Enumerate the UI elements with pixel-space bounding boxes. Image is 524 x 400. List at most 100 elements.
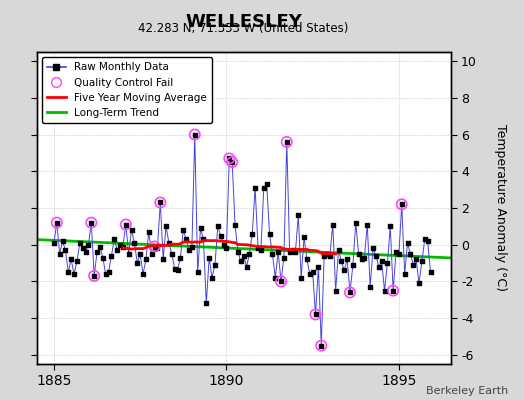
Point bbox=[162, 223, 170, 230]
Point bbox=[179, 227, 188, 233]
Point bbox=[130, 240, 139, 246]
Point bbox=[406, 251, 414, 257]
Point bbox=[225, 155, 234, 162]
Point bbox=[329, 221, 337, 228]
Point bbox=[326, 252, 334, 259]
Point bbox=[309, 269, 317, 276]
Point bbox=[282, 139, 291, 145]
Point bbox=[389, 287, 397, 294]
Point bbox=[159, 256, 167, 262]
Point bbox=[145, 229, 153, 235]
Point bbox=[99, 254, 107, 261]
Point bbox=[311, 311, 320, 318]
Point bbox=[136, 251, 144, 257]
Point bbox=[375, 264, 383, 270]
Point bbox=[415, 280, 423, 286]
Point bbox=[96, 243, 104, 250]
Point bbox=[360, 254, 368, 261]
Point bbox=[259, 185, 268, 191]
Point bbox=[354, 251, 363, 257]
Point bbox=[87, 220, 95, 226]
Point bbox=[107, 252, 116, 259]
Point bbox=[81, 249, 90, 255]
Point bbox=[110, 236, 118, 242]
Point bbox=[193, 269, 202, 276]
Point bbox=[58, 238, 67, 244]
Point bbox=[380, 287, 389, 294]
Point bbox=[102, 271, 110, 277]
Point bbox=[113, 247, 122, 254]
Point bbox=[418, 258, 426, 264]
Point bbox=[334, 247, 343, 254]
Point bbox=[156, 199, 165, 206]
Point bbox=[280, 254, 288, 261]
Point bbox=[245, 251, 254, 257]
Point bbox=[185, 247, 193, 254]
Point bbox=[352, 220, 360, 226]
Point bbox=[139, 271, 147, 277]
Point bbox=[403, 240, 412, 246]
Point bbox=[348, 262, 357, 268]
Point bbox=[423, 238, 432, 244]
Point bbox=[182, 236, 190, 242]
Point bbox=[263, 181, 271, 187]
Point bbox=[323, 251, 331, 257]
Point bbox=[122, 221, 130, 228]
Point bbox=[173, 267, 182, 274]
Point bbox=[383, 260, 391, 266]
Point bbox=[271, 274, 279, 281]
Point bbox=[395, 251, 403, 257]
Point bbox=[421, 236, 429, 242]
Point bbox=[133, 260, 141, 266]
Title: WELLESLEY: WELLESLEY bbox=[185, 13, 302, 31]
Point bbox=[125, 251, 133, 257]
Point bbox=[412, 256, 420, 262]
Point bbox=[392, 249, 400, 255]
Point bbox=[268, 251, 277, 257]
Point bbox=[156, 199, 165, 206]
Point bbox=[242, 264, 250, 270]
Point bbox=[377, 258, 386, 264]
Point bbox=[168, 251, 176, 257]
Point bbox=[61, 247, 70, 254]
Point bbox=[286, 249, 294, 255]
Point bbox=[288, 247, 297, 254]
Text: 42.283 N, 71.333 W (United States): 42.283 N, 71.333 W (United States) bbox=[138, 22, 349, 35]
Point bbox=[317, 342, 325, 349]
Point bbox=[300, 234, 308, 240]
Point bbox=[398, 201, 406, 208]
Point bbox=[228, 159, 236, 165]
Point bbox=[208, 274, 216, 281]
Point bbox=[188, 243, 196, 250]
Point bbox=[369, 245, 377, 252]
Point bbox=[340, 267, 348, 274]
Point bbox=[291, 249, 300, 255]
Point bbox=[50, 240, 58, 246]
Point bbox=[191, 131, 199, 138]
Point bbox=[389, 287, 397, 294]
Point bbox=[141, 256, 150, 262]
Point bbox=[87, 220, 95, 226]
Point bbox=[225, 155, 234, 162]
Point bbox=[409, 262, 418, 268]
Point bbox=[220, 242, 228, 248]
Point bbox=[357, 256, 366, 262]
Point bbox=[363, 221, 372, 228]
Point bbox=[332, 287, 340, 294]
Point bbox=[211, 262, 219, 268]
Point bbox=[67, 256, 75, 262]
Point bbox=[170, 265, 179, 272]
Point bbox=[427, 269, 435, 276]
Point bbox=[104, 269, 113, 276]
Point bbox=[93, 249, 101, 255]
Point bbox=[239, 252, 248, 259]
Point bbox=[150, 243, 159, 250]
Point bbox=[314, 264, 323, 270]
Point bbox=[202, 300, 211, 307]
Point bbox=[84, 242, 93, 248]
Point bbox=[265, 230, 274, 237]
Point bbox=[70, 271, 78, 277]
Point bbox=[116, 242, 124, 248]
Point bbox=[320, 252, 329, 259]
Point bbox=[214, 223, 222, 230]
